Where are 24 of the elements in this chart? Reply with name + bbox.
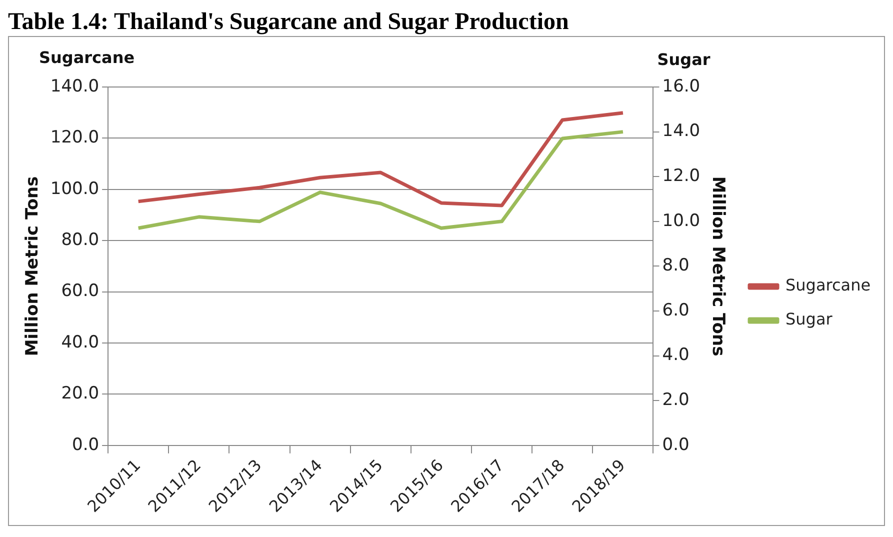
y2-tick-label: 4.0 — [662, 345, 690, 366]
y2-tick-label: 12.0 — [662, 166, 700, 186]
y-tick-label: 0.0 — [72, 434, 100, 455]
text: Sugar — [657, 50, 710, 70]
y-tick-label: 120.0 — [50, 128, 100, 148]
y-tick-label: 80.0 — [61, 230, 100, 250]
legend-label: Sugar — [786, 310, 833, 329]
chart-title: Table 1.4: Thailand's Sugarcane and Sugar Production — [8, 8, 570, 36]
y-tick-label: 100.0 — [50, 178, 100, 199]
y2-tick-label: 10.0 — [662, 210, 700, 231]
y2-tick-label: 6.0 — [662, 300, 690, 320]
y2-tick-label: 14.0 — [662, 121, 700, 142]
y2-axis-title: Million Metric Tons — [708, 176, 728, 356]
y2-tick-label: 2.0 — [662, 390, 690, 410]
text: Sugarcane — [39, 48, 135, 68]
y-tick-label: 40.0 — [61, 332, 100, 352]
y2-tick-label: 0.0 — [662, 434, 690, 455]
y2-tick-label: 16.0 — [662, 76, 700, 96]
y-tick-label: 20.0 — [61, 384, 100, 404]
y2-tick-label: 8.0 — [662, 256, 690, 276]
legend-label: Sugarcane — [786, 276, 871, 295]
y-tick-label: 140.0 — [50, 76, 100, 96]
y-axis-title: Million Metric Tons — [22, 176, 43, 356]
y-tick-label: 60.0 — [61, 281, 100, 302]
